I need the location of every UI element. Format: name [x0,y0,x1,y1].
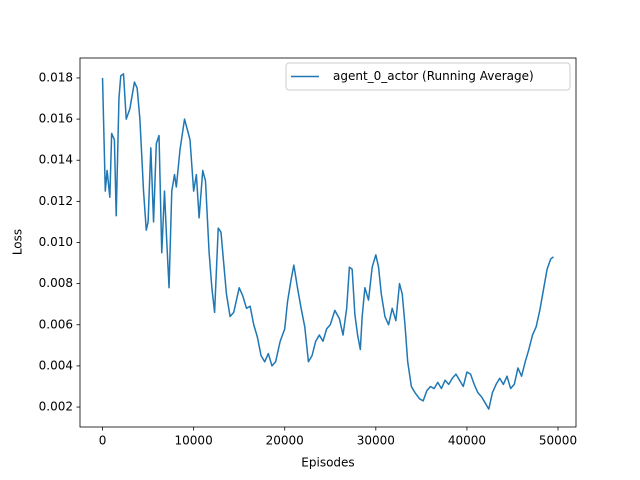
x-tick-label: 50000 [539,434,577,448]
y-tick-label: 0.018 [39,70,73,84]
y-tick-label: 0.008 [39,276,73,290]
legend-box [285,62,571,91]
x-tick-label: 0 [99,434,107,448]
y-tick-label: 0.010 [39,235,73,249]
y-tick-label: 0.014 [39,153,73,167]
x-tick-label: 10000 [175,434,213,448]
x-axis-label: Episodes [301,456,354,470]
x-tick-label: 40000 [448,434,486,448]
y-tick-label: 0.004 [39,358,73,372]
legend-label: agent_0_actor (Running Average) [333,69,534,83]
x-tick-label: 20000 [266,434,304,448]
y-tick-label: 0.016 [39,112,73,126]
data-line [101,73,554,410]
y-tick-label: 0.006 [39,317,73,331]
y-tick-label: 0.012 [39,194,73,208]
y-axis-label: Loss [11,229,25,255]
x-tick-label: 30000 [357,434,395,448]
plot-frame [79,57,577,428]
y-tick-label: 0.002 [39,400,73,414]
